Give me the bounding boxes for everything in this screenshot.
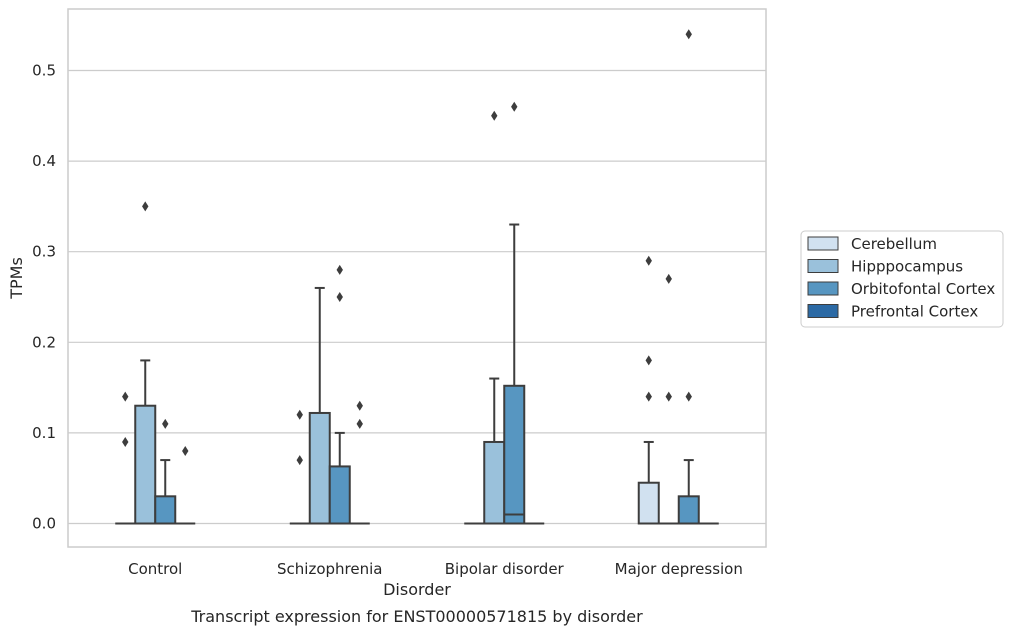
x-tick-labels: Control Schizophrenia Bipolar disorder Majo… [128,560,743,578]
outlier-point [685,29,692,40]
box-body [637,481,660,525]
gridlines [68,69,766,525]
outlier-point [645,391,652,402]
box-body [154,495,177,525]
outlier-point [665,391,672,402]
outlier-point [122,391,129,402]
y-tick-label: 0.0 [32,515,56,533]
outlier-point [645,355,652,366]
legend: Cerebellum Hipppocampus Orbitofontal Corte… [800,230,1004,328]
outliers [122,29,692,466]
box-orbitofontal-cortex [328,431,351,525]
legend-label: Orbitofontal Cortex [851,280,995,298]
outlier-point [356,400,363,411]
boxes [115,223,719,525]
x-tick-label: Control [128,560,182,578]
y-tick-label: 0.4 [32,152,56,170]
legend-label: Hipppocampus [851,258,963,276]
outlier-point [511,101,518,112]
x-tick-label: Schizophrenia [277,560,382,578]
box-body [134,404,157,525]
box-hipppocampus [134,359,157,525]
box-body [483,440,506,525]
outlier-point [182,446,189,457]
legend-frame [800,230,1004,328]
box-orbitofontal-cortex [677,459,700,525]
outlier-point [491,110,498,121]
y-tick-label: 0.1 [32,424,56,442]
outlier-point [645,255,652,266]
y-tick-label: 0.2 [32,333,56,351]
outlier-point [665,273,672,284]
legend-label: Prefrontal Cortex [851,303,978,321]
x-tick-label: Major depression [615,560,743,578]
box-body [328,465,351,525]
outlier-point [142,201,149,212]
legend-swatch [807,304,839,318]
plot-frame [67,8,767,548]
outlier-point [122,436,129,447]
box-orbitofontal-cortex [503,223,526,525]
outlier-point [296,455,303,466]
box-cerebellum [637,440,660,525]
box-body [308,411,331,525]
legend-swatch [807,281,839,296]
outlier-point [336,292,343,302]
legend-label: Cerebellum [851,235,937,253]
box-body [677,495,700,525]
outlier-point [356,418,363,429]
outlier-point [336,264,343,275]
legend-swatch [807,236,839,251]
x-tick-label: Bipolar disorder [445,560,565,578]
box-hipppocampus [483,377,506,525]
outlier-point [685,391,692,402]
y-tick-labels: 0.0 0.1 0.2 0.3 0.4 0.5 [32,62,56,533]
box-body [503,384,526,525]
x-axis-title: Disorder [383,580,451,599]
legend-swatch [807,259,839,273]
outlier-point [162,418,169,429]
chart-caption: Transcript expression for ENST0000057181… [190,607,643,626]
y-tick-label: 0.5 [32,62,56,80]
outlier-point [296,409,303,420]
box-orbitofontal-cortex [154,459,177,525]
y-axis-title: TPMs [7,257,26,300]
box-hipppocampus [308,286,331,525]
y-tick-label: 0.3 [32,243,56,261]
